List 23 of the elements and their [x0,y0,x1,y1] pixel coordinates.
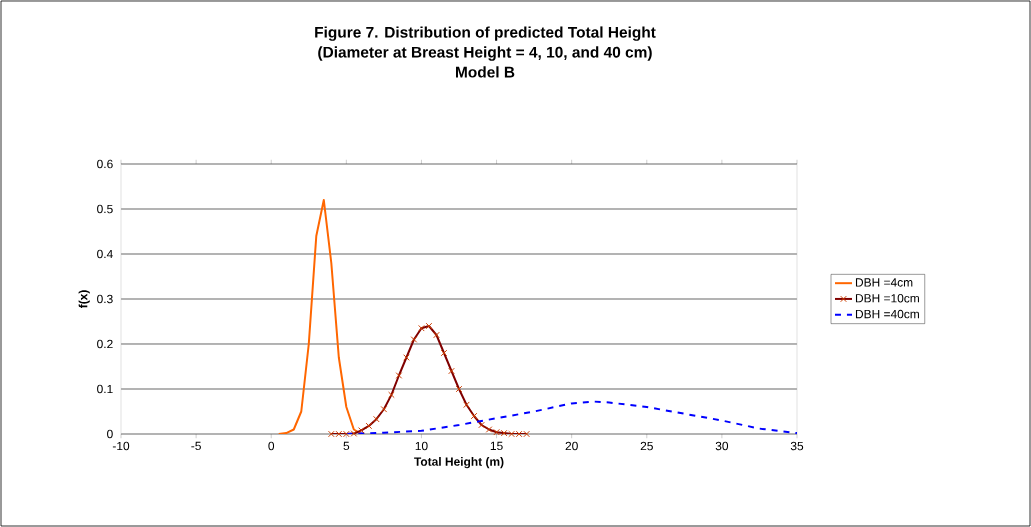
x-tick-label: -10 [112,441,130,451]
x-tick-label: 20 [565,441,578,451]
chart-title: Figure 7. Distribution of predicted Total Height (Diameter at Breast Height = 4, 10, and 40 cm) Model B [315,26,656,78]
legend-label: DBH =4cm [855,278,913,287]
y-tick-label: 0.3 [97,294,113,304]
y-tick-label: 0.5 [97,204,113,214]
y-tick-label: 0.4 [97,249,113,259]
x-tick-label: 25 [640,441,653,451]
x-tick-label: 15 [490,441,503,451]
x-tick-label: 5 [343,441,350,451]
x-tick-label: -5 [191,441,201,451]
x-tick-label: 10 [415,441,428,451]
legend-label: DBH =10cm [855,294,919,303]
y-tick-label: 0.2 [97,339,113,349]
y-tick-label: 0.6 [97,159,113,169]
y-axis-title: f(x) [78,290,90,309]
x-tick-label: 30 [715,441,729,451]
y-tick-label: 0 [107,429,113,439]
x-axis-title: Total Height (m) [414,457,504,469]
x-tick-label: 35 [790,441,804,451]
x-tick-label: 0 [268,441,275,451]
y-tick-label: 0.1 [97,384,113,394]
legend-label: DBH =40cm [855,309,919,319]
